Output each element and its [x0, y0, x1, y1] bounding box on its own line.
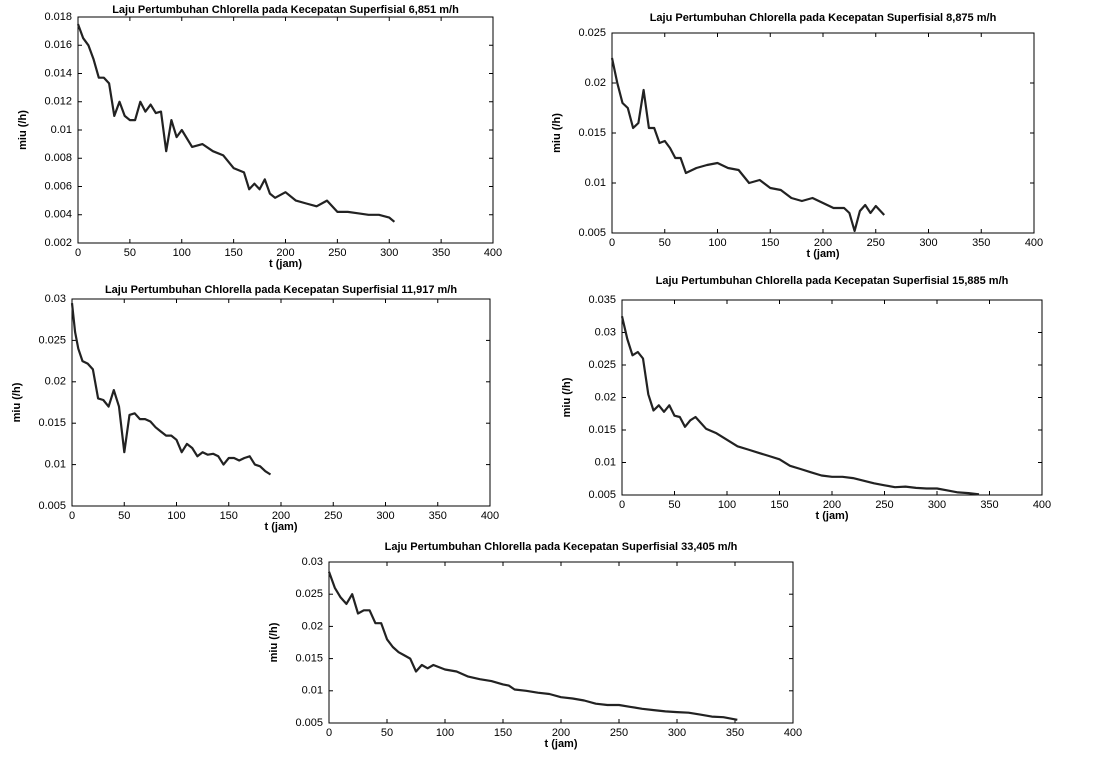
x-tick-label: 150 — [770, 499, 788, 511]
y-tick-label: 0.02 — [595, 391, 616, 403]
y-tick-label: 0.01 — [51, 124, 72, 136]
x-tick-label: 150 — [224, 247, 242, 259]
y-tick-label: 0.008 — [44, 152, 72, 164]
x-tick-label: 50 — [668, 499, 680, 511]
x-tick-label: 50 — [118, 510, 130, 522]
x-tick-label: 250 — [875, 499, 893, 511]
x-axis-label: t (jam) — [545, 738, 578, 750]
y-tick-label: 0.035 — [588, 294, 616, 306]
plot-area — [72, 299, 490, 506]
y-tick-label: 0.015 — [38, 417, 66, 429]
chart-title: Laju Pertumbuhan Chlorella pada Kecepata… — [650, 12, 997, 24]
y-tick-label: 0.012 — [44, 96, 72, 108]
x-axis-label: t (jam) — [807, 248, 840, 260]
y-tick-label: 0.025 — [295, 588, 323, 600]
x-tick-label: 50 — [381, 727, 393, 739]
x-tick-label: 400 — [481, 510, 499, 522]
x-tick-label: 150 — [761, 237, 779, 249]
y-tick-label: 0.005 — [578, 227, 606, 239]
x-tick-label: 350 — [726, 727, 744, 739]
y-axis-label: miu (/h) — [551, 113, 563, 153]
y-tick-label: 0.01 — [45, 459, 66, 471]
y-tick-label: 0.005 — [295, 717, 323, 729]
x-tick-label: 350 — [429, 510, 447, 522]
y-tick-label: 0.015 — [588, 424, 616, 436]
x-tick-label: 0 — [609, 237, 615, 249]
chart-title: Laju Pertumbuhan Chlorella pada Kecepata… — [112, 4, 459, 16]
y-tick-label: 0.03 — [302, 556, 323, 568]
x-tick-label: 0 — [619, 499, 625, 511]
y-tick-label: 0.016 — [44, 39, 72, 51]
y-tick-label: 0.03 — [45, 293, 66, 305]
y-tick-label: 0.018 — [44, 11, 72, 23]
x-tick-label: 400 — [1025, 237, 1043, 249]
y-tick-label: 0.025 — [578, 27, 606, 39]
y-tick-label: 0.01 — [585, 177, 606, 189]
y-tick-label: 0.005 — [38, 500, 66, 512]
x-tick-label: 250 — [867, 237, 885, 249]
x-tick-label: 300 — [928, 499, 946, 511]
x-tick-label: 150 — [494, 727, 512, 739]
y-tick-label: 0.015 — [578, 127, 606, 139]
x-tick-label: 50 — [659, 237, 671, 249]
x-tick-label: 300 — [668, 727, 686, 739]
x-tick-label: 350 — [972, 237, 990, 249]
x-axis-label: t (jam) — [816, 510, 849, 522]
chart-title: Laju Pertumbuhan Chlorella pada Kecepata… — [656, 275, 1009, 287]
x-tick-label: 100 — [718, 499, 736, 511]
x-tick-label: 300 — [376, 510, 394, 522]
x-tick-label: 400 — [484, 247, 502, 259]
y-tick-label: 0.004 — [44, 209, 72, 221]
x-tick-label: 100 — [173, 247, 191, 259]
y-tick-label: 0.005 — [588, 489, 616, 501]
y-tick-label: 0.03 — [595, 326, 616, 338]
data-line — [622, 316, 979, 494]
x-tick-label: 100 — [167, 510, 185, 522]
plot-area — [78, 17, 493, 243]
x-tick-label: 0 — [69, 510, 75, 522]
y-axis-label: miu (/h) — [11, 382, 23, 422]
y-tick-label: 0.025 — [588, 359, 616, 371]
y-tick-label: 0.02 — [585, 77, 606, 89]
y-tick-label: 0.01 — [302, 685, 323, 697]
x-tick-label: 250 — [324, 510, 342, 522]
figure: Laju Pertumbuhan Chlorella pada Kecepata… — [0, 0, 1104, 758]
y-axis-label: miu (/h) — [561, 377, 573, 417]
y-axis-label: miu (/h) — [268, 622, 280, 662]
y-tick-label: 0.014 — [44, 67, 72, 79]
chart-title: Laju Pertumbuhan Chlorella pada Kecepata… — [385, 541, 738, 553]
x-axis-label: t (jam) — [269, 258, 302, 270]
data-line — [329, 572, 737, 720]
x-tick-label: 400 — [784, 727, 802, 739]
y-axis-label: miu (/h) — [17, 110, 29, 150]
y-tick-label: 0.006 — [44, 180, 72, 192]
x-tick-label: 0 — [326, 727, 332, 739]
y-tick-label: 0.02 — [302, 620, 323, 632]
x-tick-label: 350 — [432, 247, 450, 259]
x-axis-label: t (jam) — [265, 521, 298, 533]
x-tick-label: 300 — [919, 237, 937, 249]
data-line — [78, 24, 394, 222]
y-tick-label: 0.02 — [45, 376, 66, 388]
plot-area — [622, 300, 1042, 495]
data-line — [612, 58, 884, 231]
chart-title: Laju Pertumbuhan Chlorella pada Kecepata… — [105, 284, 457, 296]
x-tick-label: 100 — [436, 727, 454, 739]
plot-area — [329, 562, 793, 723]
y-tick-label: 0.015 — [295, 653, 323, 665]
x-tick-label: 0 — [75, 247, 81, 259]
y-tick-label: 0.025 — [38, 334, 66, 346]
x-tick-label: 300 — [380, 247, 398, 259]
x-tick-label: 150 — [220, 510, 238, 522]
x-tick-label: 350 — [980, 499, 998, 511]
x-tick-label: 100 — [708, 237, 726, 249]
x-tick-label: 250 — [610, 727, 628, 739]
x-tick-label: 50 — [124, 247, 136, 259]
x-tick-label: 400 — [1033, 499, 1051, 511]
data-line — [72, 303, 271, 474]
y-tick-label: 0.002 — [44, 237, 72, 249]
x-tick-label: 250 — [328, 247, 346, 259]
y-tick-label: 0.01 — [595, 456, 616, 468]
